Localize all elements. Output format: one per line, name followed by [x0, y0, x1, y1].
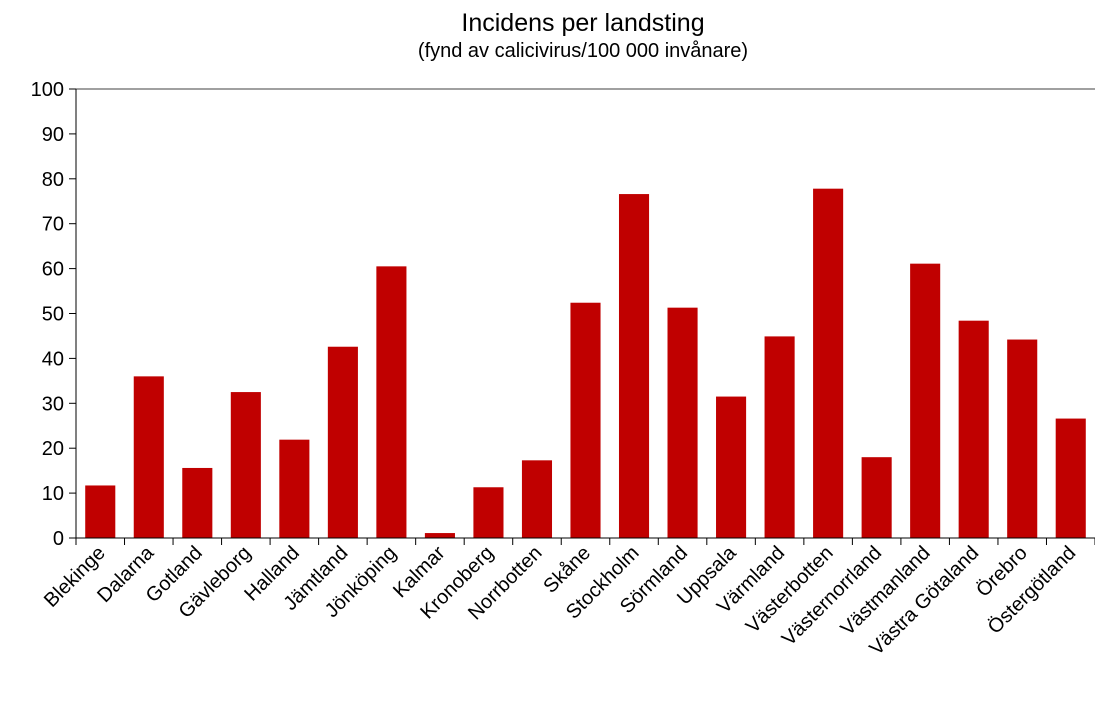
plot-area: 0102030405060708090100BlekingeDalarnaGot…	[31, 79, 1095, 660]
bar-4	[279, 439, 310, 538]
bar-13	[716, 396, 747, 538]
bar-14	[764, 336, 795, 538]
x-tick-label: Blekinge	[40, 542, 110, 612]
bar-17	[910, 263, 941, 538]
y-tick-label: 90	[42, 124, 64, 146]
y-tick-label: 50	[42, 304, 64, 326]
bar-2	[182, 467, 213, 538]
bar-0	[85, 485, 116, 538]
bar-3	[230, 392, 261, 538]
bar-12	[667, 307, 698, 538]
chart-subtitle: (fynd av calicivirus/100 000 invånare)	[418, 40, 748, 62]
bar-15	[813, 188, 844, 539]
chart-title: Incidens per landsting	[461, 9, 704, 37]
bar-8	[473, 487, 504, 538]
bar-19	[1007, 339, 1038, 538]
bar-7	[424, 533, 455, 538]
bar-16	[861, 457, 892, 538]
bar-11	[618, 194, 650, 539]
bar-1	[133, 376, 164, 538]
bar-6	[376, 266, 407, 538]
bar-9	[521, 460, 553, 538]
y-tick-label: 20	[42, 438, 64, 460]
y-tick-label: 80	[42, 169, 64, 191]
y-tick-label: 60	[42, 259, 64, 281]
y-tick-label: 0	[53, 528, 64, 550]
y-tick-label: 40	[42, 348, 64, 370]
y-tick-label: 30	[42, 393, 64, 415]
bar-20	[1055, 418, 1086, 538]
bar-10	[570, 302, 601, 538]
y-tick-label: 100	[31, 79, 64, 101]
y-tick-label: 70	[42, 214, 64, 236]
bar-18	[958, 320, 989, 538]
bar-5	[327, 346, 358, 538]
y-tick-label: 10	[42, 483, 64, 505]
